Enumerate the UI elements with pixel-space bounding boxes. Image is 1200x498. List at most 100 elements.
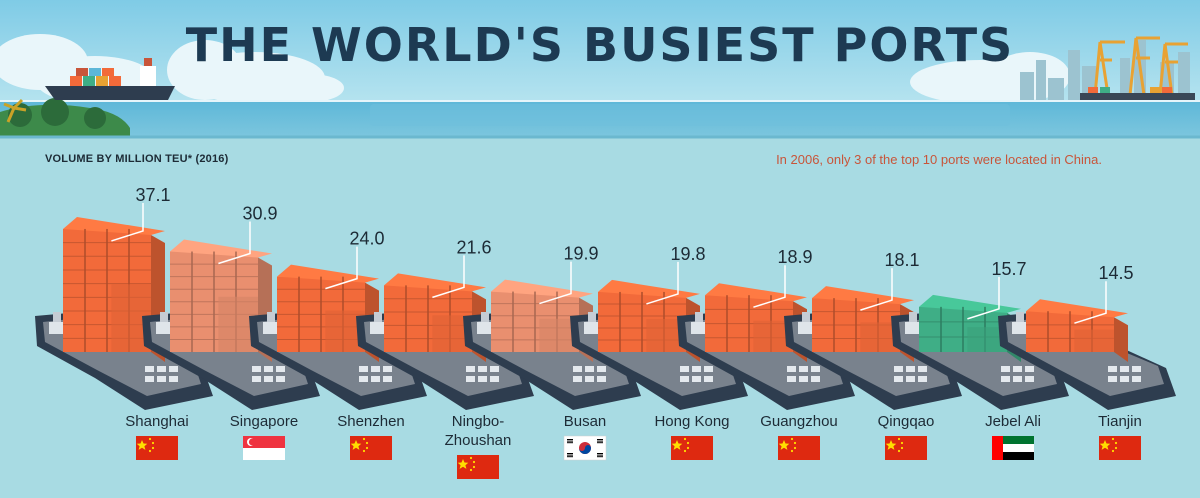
flag-small-star [793,441,797,445]
flag-small-star [1114,446,1118,450]
flag-small-star [897,437,901,441]
flag-small-star [362,449,366,453]
flag-uae-icon [992,436,1034,460]
leader-line [218,221,251,265]
deck-equipment [490,376,499,382]
deck-equipment [585,366,594,372]
sea-cargo-ship-icon [45,58,175,100]
port-name-label: Shanghai [125,413,188,430]
deck-equipment [798,322,812,334]
value-label: 14.5 [1098,263,1133,283]
flag-star [671,440,683,450]
port-name-label: Tianjin [1098,413,1142,430]
deck-equipment [704,376,713,382]
deck-equipment [906,366,915,372]
port-name-label: Busan [564,413,607,430]
flag-taegeuk-blue [579,445,591,454]
flag-small-star [897,449,901,453]
deck-equipment [1108,366,1117,372]
deck-equipment [1132,376,1141,382]
flag-star [350,440,362,450]
deck-equipment [787,376,796,382]
water-reflection [370,104,1010,126]
deck-equipment [370,322,384,334]
flag-black [992,452,1034,460]
leader-line [111,202,144,242]
deck-equipment [157,366,166,372]
deck-equipment [799,366,808,372]
flag-china-icon [136,436,178,460]
flag-star [457,459,469,469]
leader-line [753,265,786,308]
deck-equipment [573,366,582,372]
value-label: 24.0 [349,229,384,249]
deck-equipment [359,376,368,382]
value-label: 18.9 [777,247,812,267]
container-side [1114,317,1128,362]
port-name-label: Shenzhen [337,413,405,430]
deck-equipment [906,376,915,382]
value-label: 19.8 [670,244,705,264]
deck-equipment [156,322,170,334]
flag-small-star [469,468,473,472]
deck-equipment [918,366,927,372]
palm-icon [3,98,27,123]
ship-tianjin: 14.5 Tianjin [998,263,1176,460]
flag-crescent-cut [248,438,257,446]
flag-small-star [148,437,152,441]
deck-equipment [894,376,903,382]
flag-star [136,440,148,450]
flag-bottom [243,448,285,460]
flag-small-star [151,446,155,450]
container-top [491,279,593,298]
deck-equipment [1001,366,1010,372]
flag-white [992,444,1034,452]
leader-line [432,255,465,299]
deck-equipment [680,376,689,382]
flag-trigram [567,440,573,442]
deck-equipment [692,366,701,372]
deck-equipment [169,366,178,372]
flag-china-icon [350,436,392,460]
coast-foliage [8,98,106,129]
deck-equipment [597,376,606,382]
deck-equipment [909,312,917,322]
deck-equipment [252,366,261,372]
flag-trigram [597,440,603,442]
container-top [170,239,272,258]
deck-equipment [1025,376,1034,382]
deck-equipment [466,366,475,372]
port-name-label: Jebel Ali [985,413,1041,430]
deck-equipment [680,366,689,372]
flag-trigram [597,439,603,440]
deck-equipment [383,376,392,382]
deck-equipment [264,366,273,372]
flag-green [992,436,1034,444]
deck-equipment [1013,366,1022,372]
leader-line [860,268,893,311]
flag-small-star [900,446,904,450]
deck-equipment [490,366,499,372]
deck-equipment [478,366,487,372]
flag-trigram [567,453,573,454]
flag-field [1099,436,1141,460]
ship-hong-kong: 19.8 Hong Kong [570,244,748,460]
deck-equipment [695,312,703,322]
flag-small-star [1111,437,1115,441]
flag-trigram [567,442,573,444]
leader-line [646,261,679,305]
deck-equipment [802,312,810,322]
container-top [1026,299,1128,318]
deck-equipment [371,376,380,382]
deck-equipment [691,322,705,334]
y-axis-label: VOLUME BY MILLION TEU* (2016) [45,153,229,165]
flag-small-star [469,456,473,460]
value-label: 18.1 [884,250,919,270]
ships-group: 37.1Shanghai30.9Singapore24.0Shenzhen21.… [35,185,1176,479]
container-top [384,273,486,292]
deck-equipment [383,366,392,372]
deck-equipment [585,376,594,382]
deck-equipment [160,312,168,322]
leader-line [539,261,572,305]
